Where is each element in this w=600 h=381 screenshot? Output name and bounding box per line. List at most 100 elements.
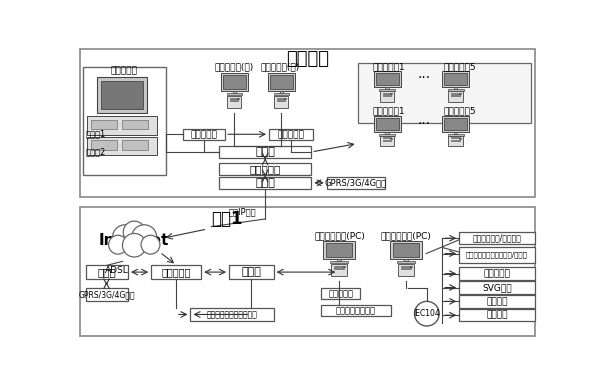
FancyBboxPatch shape [442,116,469,132]
FancyBboxPatch shape [448,134,464,136]
FancyBboxPatch shape [379,89,395,91]
FancyBboxPatch shape [398,264,415,276]
FancyBboxPatch shape [444,73,467,85]
FancyBboxPatch shape [91,120,117,129]
Text: 网络控制主机(PC): 网络控制主机(PC) [314,231,365,240]
FancyBboxPatch shape [87,136,157,155]
Text: 编码变码机: 编码变码机 [328,289,353,298]
FancyBboxPatch shape [454,87,457,89]
Text: 操作工作站(备): 操作工作站(备) [260,63,299,72]
Text: 监测工作站5: 监测工作站5 [443,62,476,71]
Text: 视频工作站1: 视频工作站1 [373,107,406,116]
FancyBboxPatch shape [343,266,345,267]
FancyBboxPatch shape [401,266,411,267]
Text: 变更数控制: 变更数控制 [484,269,511,278]
FancyBboxPatch shape [326,243,352,257]
Text: ADSL: ADSL [104,266,128,275]
Text: 视频工作站5: 视频工作站5 [443,107,476,116]
Text: 网络防火墙: 网络防火墙 [250,164,281,174]
Text: 原站视频硬盘录像机系统: 原站视频硬盘录像机系统 [206,310,257,319]
FancyBboxPatch shape [322,288,360,299]
FancyBboxPatch shape [391,240,422,259]
FancyBboxPatch shape [334,266,344,267]
Circle shape [122,234,146,257]
FancyBboxPatch shape [223,75,246,89]
FancyBboxPatch shape [459,248,535,263]
Text: ...: ... [418,67,431,81]
FancyBboxPatch shape [280,91,283,93]
Circle shape [415,301,439,326]
FancyBboxPatch shape [86,265,128,279]
FancyBboxPatch shape [448,136,463,146]
FancyBboxPatch shape [391,138,392,139]
FancyBboxPatch shape [459,232,535,244]
FancyBboxPatch shape [277,98,286,99]
Text: 网络防火墙: 网络防火墙 [161,267,191,277]
FancyBboxPatch shape [183,129,225,141]
FancyBboxPatch shape [221,73,248,91]
Text: 服务器1: 服务器1 [86,130,106,139]
FancyBboxPatch shape [227,96,241,108]
FancyBboxPatch shape [219,177,311,189]
FancyBboxPatch shape [376,73,399,85]
FancyBboxPatch shape [459,138,461,139]
FancyBboxPatch shape [268,73,295,91]
FancyBboxPatch shape [87,116,157,135]
FancyBboxPatch shape [385,87,389,89]
FancyBboxPatch shape [274,96,289,108]
FancyBboxPatch shape [379,134,395,136]
FancyBboxPatch shape [238,98,239,99]
Text: 数据单向加密装置: 数据单向加密装置 [336,306,376,315]
FancyBboxPatch shape [274,93,289,96]
FancyBboxPatch shape [322,305,391,316]
FancyBboxPatch shape [448,89,464,91]
Text: 交换机: 交换机 [241,267,261,277]
Text: 控制中心: 控制中心 [286,50,329,68]
FancyBboxPatch shape [284,98,286,99]
FancyBboxPatch shape [330,261,348,263]
FancyBboxPatch shape [401,268,411,269]
FancyBboxPatch shape [229,265,274,279]
FancyBboxPatch shape [277,100,286,101]
FancyBboxPatch shape [451,139,460,141]
FancyBboxPatch shape [391,93,392,94]
FancyBboxPatch shape [374,116,401,132]
FancyBboxPatch shape [80,49,535,197]
FancyBboxPatch shape [383,139,391,141]
FancyBboxPatch shape [334,268,344,269]
Text: 交换机: 交换机 [255,147,275,157]
FancyBboxPatch shape [331,264,347,276]
FancyBboxPatch shape [451,95,460,96]
FancyBboxPatch shape [380,136,394,146]
FancyBboxPatch shape [404,259,408,261]
FancyBboxPatch shape [83,67,166,175]
Text: 原站监控系统通讯管理机/远动机: 原站监控系统通讯管理机/远动机 [466,252,528,258]
Text: 服务器2: 服务器2 [86,147,106,157]
FancyBboxPatch shape [270,75,293,89]
FancyBboxPatch shape [459,295,535,307]
Text: 服务器机柜: 服务器机柜 [111,67,137,76]
FancyBboxPatch shape [337,259,341,261]
FancyBboxPatch shape [397,261,415,263]
FancyBboxPatch shape [459,267,535,280]
FancyBboxPatch shape [448,91,463,102]
FancyBboxPatch shape [190,307,274,322]
Text: GPRS/3G/4G模块: GPRS/3G/4G模块 [79,290,135,299]
FancyBboxPatch shape [219,163,311,175]
FancyBboxPatch shape [459,281,535,294]
FancyBboxPatch shape [376,118,399,130]
FancyBboxPatch shape [383,93,391,94]
Circle shape [113,225,137,250]
FancyBboxPatch shape [230,98,238,99]
Text: 转发服务器: 转发服务器 [278,130,304,139]
FancyBboxPatch shape [327,177,385,189]
Text: SVG控制: SVG控制 [482,283,512,292]
Text: 编码变码机: 编码变码机 [190,130,217,139]
FancyBboxPatch shape [227,93,242,96]
FancyBboxPatch shape [442,71,469,87]
Circle shape [141,235,160,254]
FancyBboxPatch shape [454,132,457,134]
FancyBboxPatch shape [385,132,389,134]
FancyBboxPatch shape [374,71,401,87]
Text: 操作工作站(主): 操作工作站(主) [215,63,254,72]
